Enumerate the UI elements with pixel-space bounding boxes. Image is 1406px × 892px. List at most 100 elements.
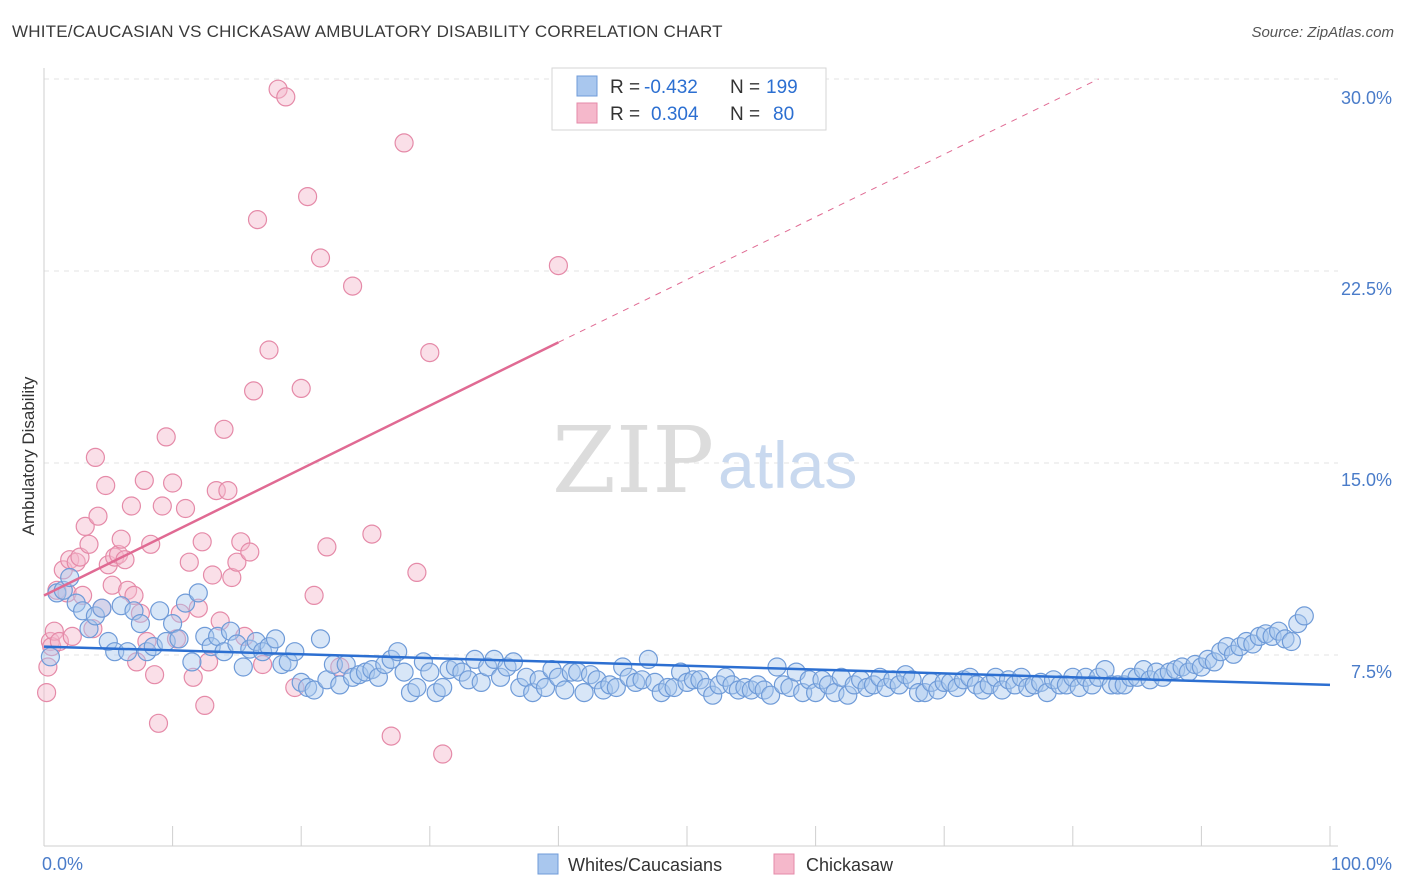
legend-box bbox=[551, 67, 827, 131]
y-tick-label-15: 15.0% bbox=[1341, 470, 1392, 490]
legend-swatch-blue bbox=[576, 75, 598, 97]
y-axis-title: Ambulatory Disability bbox=[19, 376, 38, 535]
whites-point bbox=[259, 636, 279, 657]
chickasaw-point bbox=[227, 552, 247, 572]
chickasaw-point bbox=[240, 542, 260, 562]
whites-point bbox=[233, 657, 253, 677]
chickasaw-point bbox=[420, 343, 440, 363]
whites-point bbox=[1243, 634, 1263, 654]
chickasaw-point bbox=[317, 537, 337, 557]
whites-point bbox=[85, 606, 106, 626]
whites-point bbox=[478, 657, 498, 677]
whites-point bbox=[715, 667, 736, 687]
whites-point bbox=[960, 667, 980, 687]
series-legend-label-whites: Whites/Caucasians bbox=[568, 855, 722, 875]
chickasaw-point bbox=[75, 516, 95, 537]
whites-point bbox=[490, 667, 511, 687]
chickasaw-point bbox=[235, 626, 255, 647]
chickasaw-point bbox=[121, 496, 141, 516]
chickasaw-point bbox=[148, 713, 169, 733]
trend-lines bbox=[43, 78, 1331, 687]
chickasaw-point bbox=[111, 529, 131, 549]
whites-point bbox=[433, 677, 453, 698]
whites-point bbox=[1281, 631, 1302, 652]
chickasaw-point bbox=[96, 475, 116, 496]
chickasaw-point bbox=[291, 378, 311, 398]
whites-point bbox=[574, 682, 594, 703]
chickasaw-point bbox=[548, 256, 569, 276]
whites-point bbox=[767, 657, 787, 677]
chickasaw-point bbox=[394, 133, 414, 153]
whites-point bbox=[1082, 675, 1102, 695]
y-tick-label-7.5: 7.5% bbox=[1351, 662, 1392, 682]
whites-point bbox=[150, 601, 170, 621]
whites-point bbox=[748, 675, 768, 695]
whites-point bbox=[137, 642, 157, 662]
source-label: Source: ZipAtlas.com bbox=[1251, 24, 1394, 41]
chickasaw-point bbox=[268, 79, 288, 99]
chickasaw-point bbox=[206, 481, 226, 501]
whites-point bbox=[947, 677, 967, 698]
chickasaw-point bbox=[218, 481, 238, 501]
chickasaw-point bbox=[433, 744, 453, 764]
whites-point bbox=[72, 601, 93, 621]
legend-r-value-pink: 0.304 bbox=[651, 104, 699, 125]
whites-point bbox=[838, 685, 858, 705]
legend-n-value-blue: 199 bbox=[766, 77, 798, 98]
chickasaw-point bbox=[310, 248, 331, 268]
whites-point bbox=[754, 680, 774, 700]
whites-point bbox=[188, 583, 208, 603]
chickasaw-point bbox=[244, 381, 264, 401]
legend-r-label-pink: R = bbox=[610, 104, 640, 125]
whites-point bbox=[169, 629, 189, 649]
chickasaw-trend-extension bbox=[558, 78, 1099, 343]
watermark-atlas: atlas bbox=[718, 428, 857, 502]
chickasaw-point bbox=[145, 665, 165, 685]
whites-point bbox=[895, 665, 916, 685]
chickasaw-point bbox=[156, 427, 176, 447]
chickasaw-point bbox=[163, 473, 183, 493]
whites-point bbox=[580, 665, 601, 685]
chickasaw-point bbox=[222, 567, 242, 588]
whites-point bbox=[381, 649, 401, 670]
chickasaw-point bbox=[62, 626, 82, 647]
whites-point bbox=[535, 677, 556, 698]
whites-point bbox=[1204, 652, 1224, 672]
whites-point bbox=[1288, 613, 1308, 634]
chickasaw-point bbox=[362, 524, 382, 544]
whites-point bbox=[658, 677, 678, 698]
whites-point bbox=[111, 596, 131, 616]
whites-point bbox=[690, 670, 710, 690]
whites-points bbox=[40, 567, 1314, 705]
whites-point bbox=[92, 598, 112, 618]
chickasaw-point bbox=[304, 585, 324, 606]
whites-point bbox=[760, 685, 781, 705]
chickasaw-point bbox=[192, 532, 212, 552]
whites-point bbox=[66, 593, 86, 613]
series-legend-label-chickasaw: Chickasaw bbox=[806, 855, 894, 875]
whites-point bbox=[130, 613, 150, 634]
chickasaw-point bbox=[214, 419, 234, 439]
whites-point bbox=[1268, 621, 1289, 641]
chickasaw-point bbox=[210, 611, 230, 631]
whites-point bbox=[40, 647, 61, 667]
legend-r-label-blue: R = bbox=[610, 77, 640, 98]
whites-point bbox=[606, 677, 626, 698]
y-tick-label-30: 30.0% bbox=[1341, 88, 1392, 108]
whites-point bbox=[973, 680, 993, 700]
whites-point bbox=[420, 662, 440, 682]
whites-point bbox=[394, 662, 414, 682]
whites-point bbox=[1294, 606, 1314, 626]
chickasaw-point bbox=[36, 682, 57, 703]
chickasaw-point bbox=[343, 276, 363, 296]
chickasaw-point bbox=[170, 603, 190, 623]
chickasaw-point bbox=[102, 575, 122, 595]
chickasaw-point bbox=[152, 496, 172, 516]
legend-n-label-blue: N = bbox=[730, 77, 760, 98]
whites-point bbox=[304, 680, 324, 700]
chickasaw-point bbox=[88, 506, 108, 526]
series-legend-swatch-whites bbox=[537, 853, 559, 875]
chickasaw-point bbox=[195, 695, 215, 716]
whites-point bbox=[529, 670, 549, 690]
chickasaw-point bbox=[199, 652, 219, 672]
